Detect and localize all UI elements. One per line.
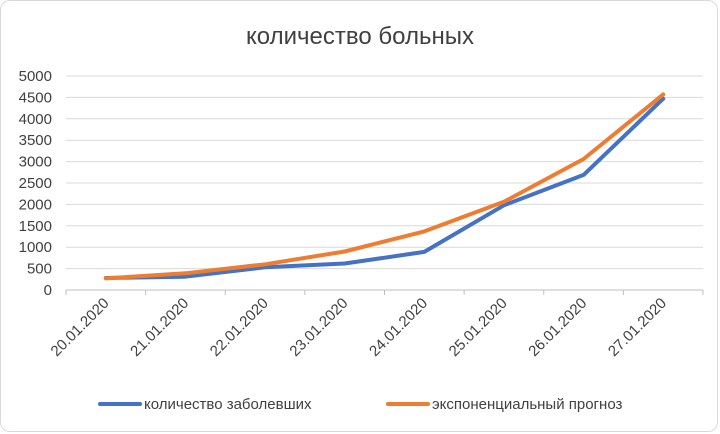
y-tick-label: 1500 (19, 218, 52, 235)
y-tick-label: 2000 (19, 196, 52, 213)
x-tick-label: 27.01.2020 (605, 295, 670, 360)
legend-label: количество заболевших (144, 396, 312, 413)
y-tick-label: 500 (27, 261, 52, 278)
legend-label: экспоненциальный прогноз (432, 396, 622, 413)
x-tick-label: 21.01.2020 (127, 295, 192, 360)
x-tick-label: 23.01.2020 (286, 295, 351, 360)
series-line-1 (103, 96, 666, 280)
x-tick-label: 20.01.2020 (48, 295, 113, 360)
y-tick-label: 3500 (19, 132, 52, 149)
y-tick-label: 4000 (19, 111, 52, 128)
chart-title: количество больных (246, 23, 474, 50)
y-tick-label: 5000 (19, 68, 52, 85)
y-tick-label: 1000 (19, 239, 52, 256)
y-tick-label: 2500 (19, 175, 52, 192)
y-tick-label: 4500 (19, 89, 52, 106)
x-tick-label: 26.01.2020 (525, 295, 590, 360)
series-line-2 (103, 92, 666, 281)
y-tick-label: 0 (44, 282, 52, 299)
x-tick-label: 25.01.2020 (446, 295, 511, 360)
x-tick-label: 24.01.2020 (366, 295, 431, 360)
y-tick-label: 3000 (19, 154, 52, 171)
x-tick-label: 22.01.2020 (207, 295, 272, 360)
